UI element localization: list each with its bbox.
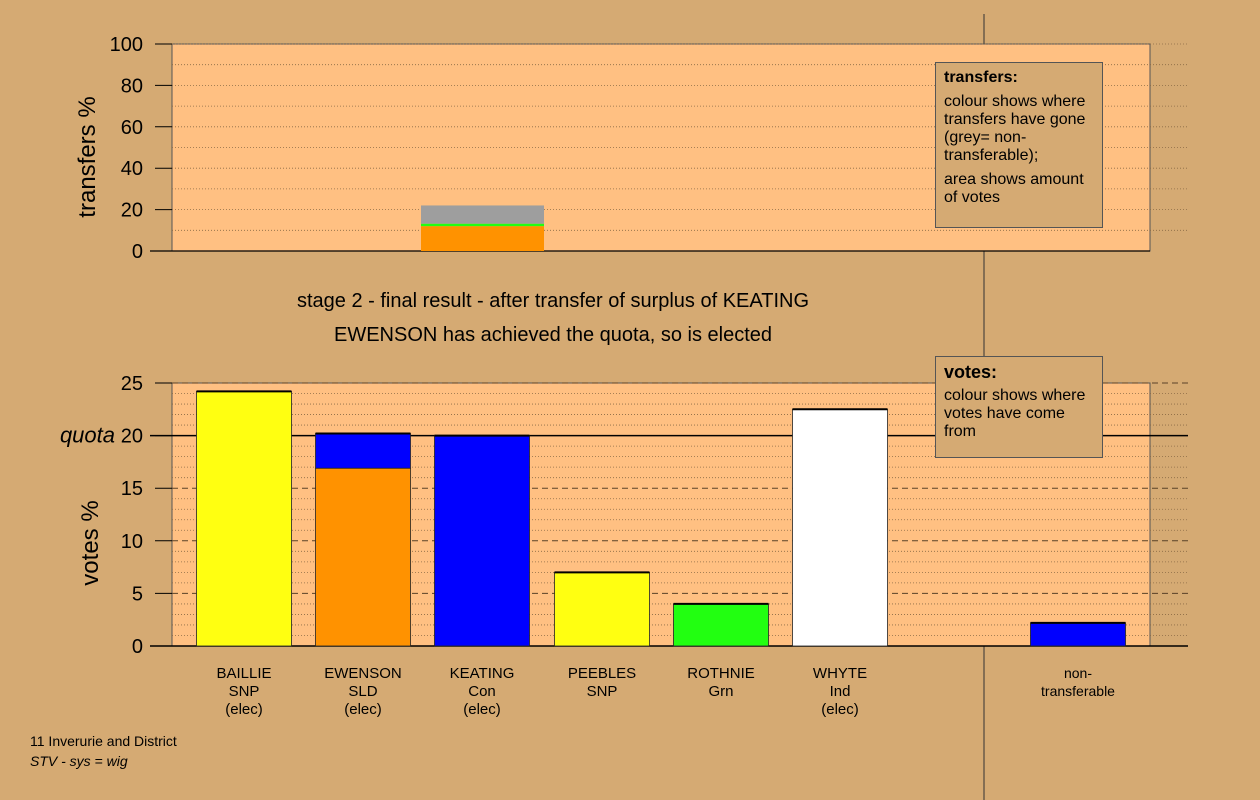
transfers-ytick-label: 100 <box>110 34 143 56</box>
vote-bar-segment <box>1030 622 1126 647</box>
transfers-ytick-label: 40 <box>121 158 143 180</box>
vote-bar-segment <box>315 433 411 469</box>
category-label: non- <box>1064 665 1092 681</box>
category-label: Ind <box>830 683 851 700</box>
category-label: Con <box>468 683 496 700</box>
votes-legend-text-1: colour shows where votes have come from <box>944 387 1086 440</box>
transfers-ytick-label: 0 <box>132 241 143 263</box>
transfers-legend: transfers: colour shows where transfers … <box>935 62 1103 228</box>
votes-ytick-label: 10 <box>121 531 143 553</box>
votes-ytick-label: 20 <box>121 426 143 448</box>
transfers-ylabel: transfers % <box>74 96 101 217</box>
quota-label: quota <box>60 423 115 448</box>
stage-title: stage 2 - final result - after transfer … <box>296 290 810 312</box>
category-label: (elec) <box>821 701 859 718</box>
transfers-legend-text-1: colour shows where transfers have gone (… <box>944 93 1086 164</box>
transfers-legend-title: transfers: <box>944 69 1018 86</box>
category-label: EWENSON <box>324 665 402 682</box>
transfer-bar-segment <box>421 226 544 251</box>
votes-legend: votes: colour shows where votes have com… <box>935 356 1103 458</box>
category-label: transferable <box>1041 683 1115 699</box>
category-label: Grn <box>708 683 733 700</box>
transfers-ytick-label: 80 <box>121 75 143 97</box>
vote-bar-segment <box>315 467 411 647</box>
footer-system: STV - sys = wig <box>30 753 128 769</box>
category-label: WHYTE <box>813 665 867 682</box>
category-label: KEATING <box>450 665 515 682</box>
vote-bar-segment <box>434 435 530 647</box>
vote-bar-segment <box>673 603 769 647</box>
category-label: SLD <box>348 683 377 700</box>
votes-ytick-label: 0 <box>132 636 143 658</box>
stage-subtitle: EWENSON has achieved the quota, so is el… <box>333 324 772 346</box>
category-label: (elec) <box>463 701 501 718</box>
votes-ytick-label: 5 <box>132 583 143 605</box>
category-label: SNP <box>229 683 260 700</box>
transfers-ytick-label: 20 <box>121 200 143 222</box>
votes-ylabel: votes % <box>77 500 104 585</box>
category-label: (elec) <box>225 701 263 718</box>
category-label: BAILLIE <box>216 665 271 682</box>
votes-legend-title: votes: <box>944 362 998 382</box>
footer-district: 11 Inverurie and District <box>30 733 177 749</box>
transfer-bar-segment <box>421 205 544 224</box>
vote-bar-segment <box>554 571 650 647</box>
transfers-ytick-label: 60 <box>121 117 143 139</box>
category-label: ROTHNIE <box>687 665 755 682</box>
category-label: SNP <box>587 683 618 700</box>
vote-bar-segment <box>196 391 292 647</box>
votes-ytick-label: 15 <box>121 478 143 500</box>
transfers-legend-text-2: area shows amount of votes <box>944 171 1084 206</box>
category-label: PEEBLES <box>568 665 636 682</box>
category-label: (elec) <box>344 701 382 718</box>
vote-bar-segment <box>792 408 888 647</box>
votes-ytick-label: 25 <box>121 373 143 395</box>
transfer-bar-segment <box>421 223 544 227</box>
